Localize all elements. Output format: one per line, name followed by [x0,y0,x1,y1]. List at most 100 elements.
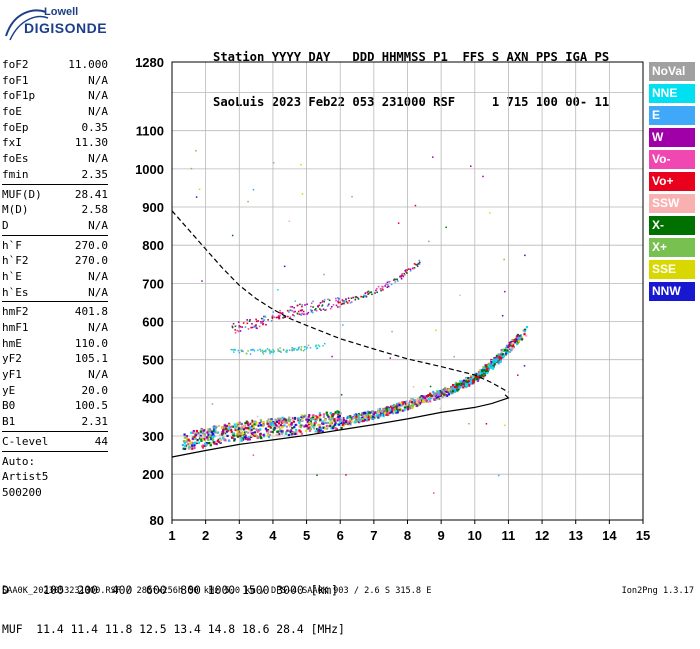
echo-point [368,412,371,416]
echo-point [339,412,342,415]
echo-point [189,442,192,445]
y-tick-label: 300 [142,429,164,444]
echo-point [295,349,298,351]
echo-point [236,430,239,433]
echo-point [325,411,328,414]
echo-point [238,326,240,329]
echo-point [318,345,321,348]
echo-noise [412,386,415,388]
echo-point [271,314,274,317]
echo-point [267,319,269,321]
echo-noise [201,280,203,282]
echo-point [256,327,258,330]
echo-point [268,433,272,437]
echo-point [393,410,396,413]
echo-point [402,409,405,412]
echo-point [476,376,480,379]
echo-noise [251,419,253,422]
echo-point [469,375,472,378]
param-row: foF1 N/A [2,73,108,89]
echo-noise [414,204,417,207]
echo-point [515,343,519,346]
echo-point [508,350,512,353]
distance-row: D 100 200 400 600 800 1000 1500 3000 [km… [2,583,339,597]
echo-point [228,428,231,431]
echo-point [267,425,270,428]
echo-point [464,383,468,386]
echo-point [296,304,299,307]
echo-point [402,275,404,277]
echo-point [215,442,218,446]
echo-point [329,424,332,428]
echo-point [203,438,206,441]
echo-point [414,399,417,402]
echo-point [497,362,500,365]
echo-point [274,424,278,427]
legend-item: SSW [649,194,695,213]
echo-point [196,438,199,442]
echo-point [491,364,494,367]
echo-point [331,415,334,418]
echo-point [242,428,245,431]
echo-point [343,301,346,303]
echo-point [314,430,317,433]
echo-point [364,292,367,295]
echo-point [304,304,306,306]
echo-point [476,379,480,382]
param-value: N/A [88,269,108,283]
echo-point [200,428,204,431]
echo-point [443,391,446,395]
echo-point [418,399,422,402]
echo-point [262,421,265,424]
echo-point [297,349,299,351]
echo-point [306,417,310,420]
param-row: C-level 44 [2,434,108,450]
echo-point [200,439,203,442]
echo-point [516,335,519,338]
param-value: 401.8 [74,305,108,319]
echo-point [222,430,225,433]
echo-point [269,425,272,428]
echo-point [242,322,245,324]
echo-point [294,423,297,427]
echo-point [401,403,404,406]
param-row: hmF1 N/A [2,320,108,336]
echo-point [255,318,257,321]
echo-noise [340,394,343,396]
param-value: N/A [88,105,108,119]
echo-point [433,397,436,400]
echo-point [518,337,521,340]
echo-point [299,424,302,427]
echo-point [525,325,529,329]
echo-point [338,423,341,426]
echo-point [356,296,359,299]
echo-point [462,384,465,387]
echo-point [474,375,478,378]
echo-point [286,351,288,353]
echo-point [257,424,260,427]
echo-point [349,418,352,421]
echo-point [209,444,212,447]
echo-point [236,435,240,438]
echo-point [493,362,496,366]
echo-point [281,430,284,434]
echo-point [293,311,295,313]
x-tick-label: 13 [568,528,582,540]
echo-point [239,428,242,431]
echo-point [341,419,344,422]
echo-point [451,390,455,393]
echo-point [300,414,304,417]
echo-point [354,413,358,416]
param-value: 20.0 [81,383,109,397]
echo-point [197,441,201,444]
echo-point [280,430,283,433]
echo-point [240,425,244,428]
echo-point [246,421,249,424]
echo-point [208,427,212,431]
echo-point [361,412,364,416]
echo-point [233,439,236,442]
echo-noise [231,234,234,237]
param-name: foF2 [2,58,29,71]
param-row: hmE 110.0 [2,336,108,352]
echo-point [215,440,218,443]
